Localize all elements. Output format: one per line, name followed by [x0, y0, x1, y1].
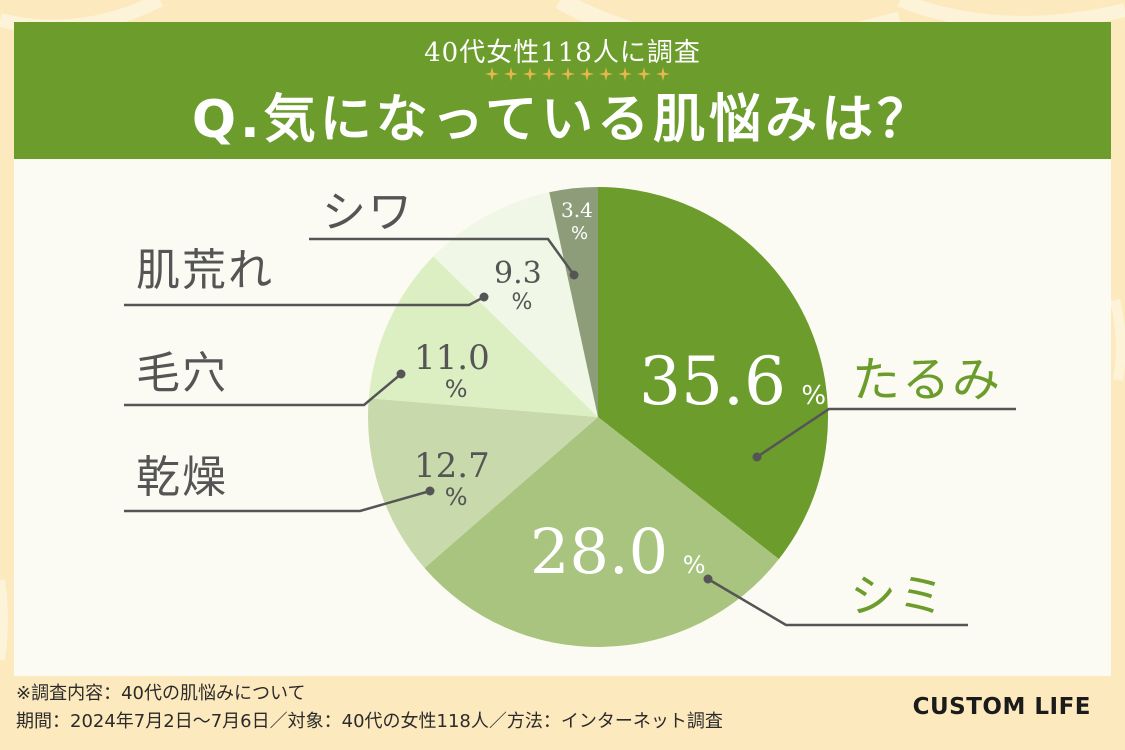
leader-dot-6	[569, 270, 579, 280]
star-icon	[561, 67, 575, 81]
survey-subtitle: 40代女性118人に調査	[424, 38, 701, 68]
pie-slice-6	[549, 187, 598, 417]
category-label-6: シワ	[322, 187, 414, 238]
star-icon	[618, 67, 632, 81]
leader-line-1	[756, 407, 1016, 459]
footer-survey-details: 期間：2024年7月2日〜7月6日／対象：40代の女性118人／方法：インターネ…	[16, 711, 723, 732]
leader-line-3	[124, 489, 431, 513]
pie-slice-3	[368, 398, 598, 569]
brand-logo: CUSTOM LIFE	[912, 694, 1091, 720]
category-label-1: たるみ	[852, 352, 1002, 408]
category-label-4: 毛穴	[136, 348, 228, 399]
pie-slice-5	[433, 192, 598, 417]
star-icon	[504, 67, 518, 81]
leader-dot-4	[396, 369, 406, 379]
pie-chart: 35.6% たるみ 28.0 % シミ 12.7% 乾燥 11.0% 毛穴 9.3% 肌荒れ 3.4%…	[124, 187, 1016, 648]
star-icon	[542, 67, 556, 81]
header-banner: 40代女性118人に調査 Q.気になっている肌悩みは？	[14, 22, 1111, 159]
value-label-3: 12.7	[414, 446, 490, 486]
pie-slice-4	[368, 256, 598, 417]
star-icon	[523, 67, 537, 81]
leader-dot-1	[752, 452, 762, 462]
value-label-1: 35.6	[639, 343, 786, 420]
category-label-3: 乾燥	[136, 452, 228, 503]
leader-line-6	[309, 237, 576, 276]
star-icon	[599, 67, 613, 81]
leader-line-5	[124, 295, 485, 307]
leader-dot-2	[703, 574, 713, 584]
percent-sign-4: %	[445, 375, 468, 403]
survey-footer: ※調査内容：40代の肌悩みについて 期間：2024年7月2日〜7月6日／対象：4…	[16, 680, 916, 736]
percent-sign-3: %	[445, 483, 468, 511]
category-label-2: シミ	[850, 569, 946, 623]
category-label-5: 肌荒れ	[136, 245, 274, 296]
percent-sign-5: %	[511, 290, 532, 315]
leader-line-2	[707, 577, 968, 627]
percent-sign-2: %	[683, 551, 706, 579]
value-label-5: 9.3	[494, 256, 542, 291]
star-icon	[656, 67, 670, 81]
value-label-6: 3.4	[561, 198, 593, 222]
question-title: Q.気になっている肌悩みは？	[191, 90, 934, 150]
leader-dot-5	[479, 292, 489, 302]
leader-dot-3	[425, 486, 435, 496]
percent-sign-6: %	[571, 223, 588, 244]
value-label-2: 28.0	[530, 515, 668, 588]
star-decoration	[485, 67, 670, 81]
percent-sign-1: %	[801, 381, 826, 411]
star-icon	[485, 67, 499, 81]
pie-slice-1	[598, 187, 829, 560]
pie-slice-2	[424, 417, 779, 648]
footer-survey-content: ※調査内容：40代の肌悩みについて	[16, 683, 306, 704]
leader-line-4	[124, 373, 402, 407]
star-icon	[580, 67, 594, 81]
star-icon	[637, 67, 651, 81]
value-label-4: 11.0	[414, 338, 490, 378]
